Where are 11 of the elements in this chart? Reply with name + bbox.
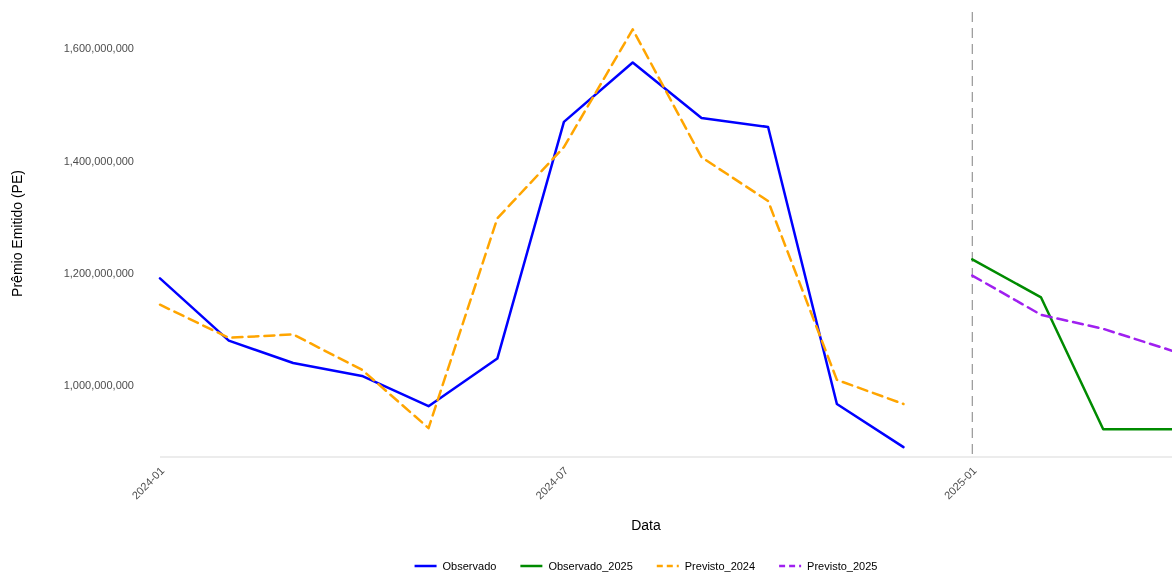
y-tick-label: 1,600,000,000 bbox=[63, 42, 134, 55]
legend-label: Previsto_2024 bbox=[684, 560, 756, 572]
legend-label: Observado bbox=[442, 560, 497, 572]
legend-label: Observado_2025 bbox=[548, 560, 633, 572]
y-tick-label: 1,400,000,000 bbox=[63, 154, 134, 167]
y-axis-title: Prêmio Emitido (PE) bbox=[9, 170, 25, 297]
legend-label: Previsto_2025 bbox=[807, 560, 878, 572]
y-tick-label: 1,200,000,000 bbox=[63, 266, 134, 279]
y-tick-label: 1,000,000,000 bbox=[63, 378, 134, 391]
x-axis-title: Data bbox=[631, 517, 661, 533]
line-series bbox=[971, 274, 1172, 352]
